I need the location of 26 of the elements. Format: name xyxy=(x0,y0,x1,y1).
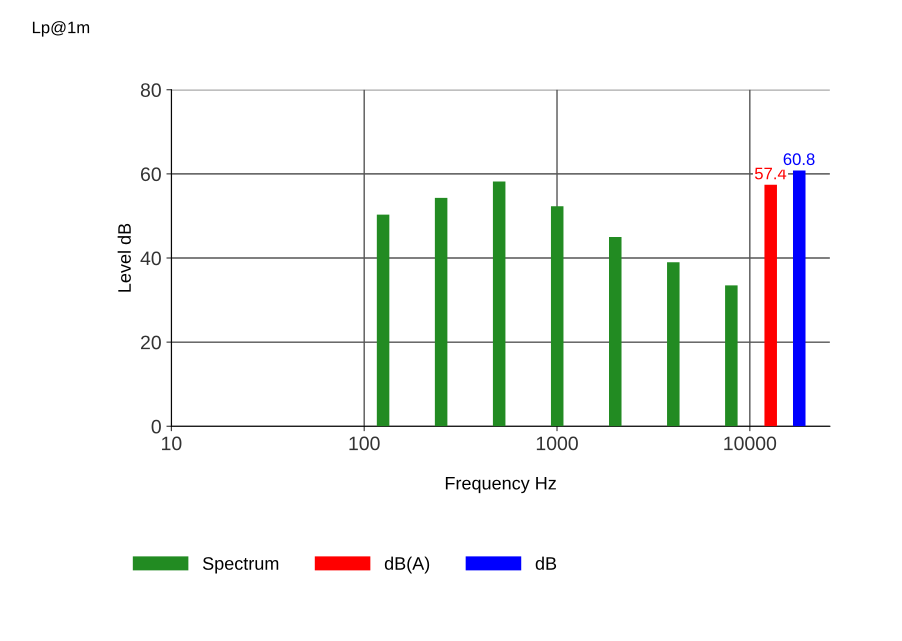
bar xyxy=(725,285,738,426)
legend-label: Spectrum xyxy=(202,557,278,574)
x-tick-label: 10000 xyxy=(724,436,776,450)
text: Lp@1m xyxy=(32,21,90,37)
y-tick-label: 60 xyxy=(141,167,161,182)
y-tick-label: 80 xyxy=(140,83,161,97)
y-tick-label: 40 xyxy=(140,251,161,266)
bar xyxy=(492,181,506,426)
bar xyxy=(792,170,806,426)
y-axis-title: Level dB xyxy=(118,224,131,292)
bar xyxy=(609,236,622,426)
legend-label: dB xyxy=(536,556,556,570)
x-axis-title: Frequency Hz xyxy=(446,477,556,494)
bar xyxy=(667,262,680,426)
x-tick-label: 10 xyxy=(162,436,182,450)
x-tick-label: 1000 xyxy=(536,436,578,450)
data-label: 60.8 xyxy=(784,153,815,166)
data-label: 57.4 xyxy=(754,168,786,180)
x-tick-label: 100 xyxy=(349,436,380,450)
legend-label: dB(A) xyxy=(384,556,430,574)
bar xyxy=(764,184,777,426)
y-tick-label: 0 xyxy=(152,420,161,434)
y-tick-label: 20 xyxy=(141,336,161,350)
bar xyxy=(434,198,448,426)
bar xyxy=(376,214,390,426)
bar xyxy=(550,206,564,426)
